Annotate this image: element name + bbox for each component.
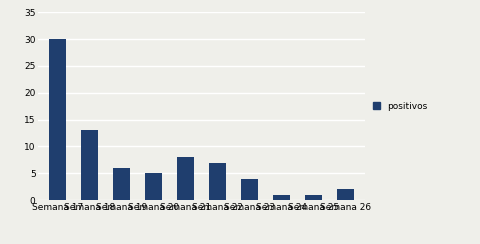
Bar	[241, 179, 258, 200]
Bar	[49, 39, 66, 200]
Bar	[145, 173, 162, 200]
Bar	[305, 195, 323, 200]
Bar	[273, 195, 290, 200]
Bar	[81, 130, 98, 200]
Bar	[337, 189, 354, 200]
Bar	[113, 168, 131, 200]
Legend: positivos: positivos	[372, 102, 427, 111]
Bar	[209, 163, 227, 200]
Bar	[177, 157, 194, 200]
